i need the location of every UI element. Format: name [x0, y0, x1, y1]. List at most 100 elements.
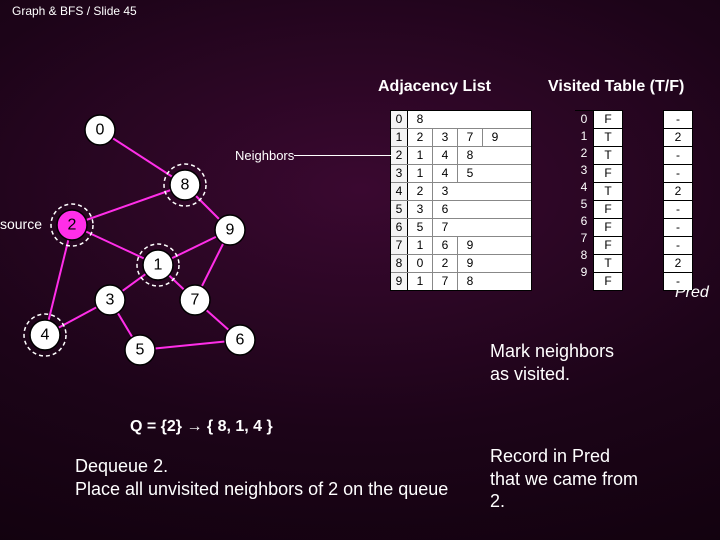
visited-idx: 3	[575, 162, 593, 179]
graph-node-6: 6	[225, 325, 255, 355]
pred-value: -	[663, 237, 693, 255]
graph-node-7: 7	[180, 285, 210, 315]
record-text: Record in Pred that we came from 2.	[490, 445, 638, 513]
adj-row: 423	[391, 183, 531, 201]
adj-cell: 2	[433, 255, 458, 272]
adj-cell: 5	[458, 165, 482, 182]
visited-idx: 1	[575, 128, 593, 145]
pred-value: -	[663, 165, 693, 183]
adj-cell: 8	[408, 111, 432, 128]
adj-row: 3145	[391, 165, 531, 183]
mark-neighbors-text: Mark neighbors as visited.	[490, 340, 614, 385]
graph: source0829137456	[0, 90, 300, 370]
adj-idx: 4	[391, 183, 408, 200]
adj-cell: 3	[433, 129, 458, 146]
adj-idx: 5	[391, 201, 408, 218]
pred-value: 2	[663, 129, 693, 147]
visited-idx: 7	[575, 230, 593, 247]
graph-node-0: 0	[85, 115, 115, 145]
adj-idx: 7	[391, 237, 408, 254]
visited-idx: 8	[575, 247, 593, 264]
adj-idx: 2	[391, 147, 408, 164]
adj-row: 657	[391, 219, 531, 237]
svg-text:6: 6	[236, 332, 245, 349]
visited-tf-col: FTTFTFFFTF	[593, 110, 623, 291]
visited-idx: 9	[575, 264, 593, 281]
adj-cell: 7	[458, 129, 483, 146]
pred-value: -	[663, 110, 693, 129]
visited-index-col: 0123456789	[575, 110, 593, 291]
adj-cell: 9	[458, 237, 482, 254]
adj-cell: 7	[433, 273, 458, 290]
graph-node-1: 1	[137, 244, 179, 286]
adj-cell: 4	[433, 165, 458, 182]
adj-row: 2148	[391, 147, 531, 165]
adjacency-list: 081237921483145423536657716980299178	[390, 110, 532, 291]
adj-cell: 1	[408, 237, 433, 254]
adj-cell: 6	[433, 201, 457, 218]
svg-text:3: 3	[106, 292, 115, 309]
adj-cell: 9	[483, 129, 507, 146]
svg-text:5: 5	[136, 342, 145, 359]
graph-edge	[72, 185, 185, 225]
visited-value: F	[593, 273, 623, 291]
svg-text:1: 1	[154, 257, 163, 274]
mark-line1: Mark neighbors	[490, 341, 614, 361]
pred-label: Pred	[675, 284, 709, 302]
svg-text:7: 7	[191, 292, 200, 309]
adj-cell: 8	[458, 273, 482, 290]
visited-value: T	[593, 183, 623, 201]
adj-row: 12379	[391, 129, 531, 147]
record-line3: 2.	[490, 491, 505, 511]
record-line2: that we came from	[490, 469, 638, 489]
pred-value: -	[663, 219, 693, 237]
adj-cell: 2	[408, 129, 433, 146]
visited-value: F	[593, 237, 623, 255]
svg-text:0: 0	[96, 122, 105, 139]
adj-idx: 9	[391, 273, 408, 290]
adj-cell: 8	[458, 147, 482, 164]
visited-value: F	[593, 219, 623, 237]
adj-cell: 1	[408, 273, 433, 290]
visited-pred-col: -2--2---2-	[663, 110, 693, 291]
visited-idx: 2	[575, 145, 593, 162]
dequeue-line2: Place all unvisited neighbors of 2 on th…	[75, 479, 448, 499]
adj-cell: 2	[408, 183, 433, 200]
adj-cell: 0	[408, 255, 433, 272]
svg-text:9: 9	[226, 222, 235, 239]
visited-value: F	[593, 201, 623, 219]
visited-idx: 5	[575, 196, 593, 213]
adj-cell: 6	[433, 237, 458, 254]
adj-row: 9178	[391, 273, 531, 290]
visited-value: F	[593, 165, 623, 183]
adj-row: 8029	[391, 255, 531, 273]
visited-idx: 6	[575, 213, 593, 230]
pred-value: -	[663, 147, 693, 165]
adj-cell: 4	[433, 147, 458, 164]
pred-value: 2	[663, 255, 693, 273]
adj-cell: 5	[408, 219, 433, 236]
adj-cell: 7	[433, 219, 457, 236]
breadcrumb: Graph & BFS / Slide 45	[12, 4, 137, 18]
graph-node-8: 8	[164, 164, 206, 206]
visited-value: T	[593, 255, 623, 273]
mark-line2: as visited.	[490, 364, 570, 384]
adj-cell: 3	[408, 201, 433, 218]
graph-node-9: 9	[215, 215, 245, 245]
pred-value: 2	[663, 183, 693, 201]
svg-text:2: 2	[68, 217, 77, 234]
adj-idx: 1	[391, 129, 408, 146]
dequeue-line1: Dequeue 2.	[75, 456, 168, 476]
source-label: source	[0, 216, 42, 232]
adj-cell: 1	[408, 147, 433, 164]
adj-idx: 6	[391, 219, 408, 236]
neighbors-line	[294, 155, 392, 156]
visited-heading: Visited Table (T/F)	[548, 78, 684, 96]
visited-idx: 0	[575, 110, 593, 128]
visited-table: 0123456789 FTTFTFFFTF -2--2---2-	[575, 110, 693, 291]
visited-value: T	[593, 147, 623, 165]
pred-value: -	[663, 201, 693, 219]
graph-node-3: 3	[95, 285, 125, 315]
svg-text:8: 8	[181, 177, 190, 194]
adj-row: 7169	[391, 237, 531, 255]
